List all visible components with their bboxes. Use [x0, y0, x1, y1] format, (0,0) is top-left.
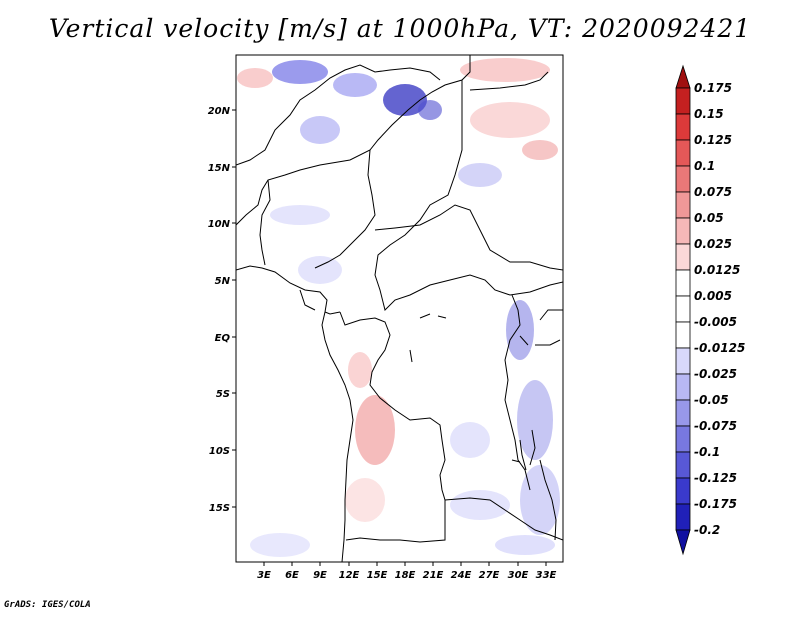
lat-label: 10N [208, 219, 231, 230]
colorbar-label: 0.175 [694, 81, 732, 95]
longitude-ticks [263, 562, 547, 566]
colorbar-label: -0.025 [694, 367, 737, 381]
lon-label: 21E [423, 570, 444, 581]
political-borders [236, 55, 563, 562]
colorbar-label: -0.005 [694, 315, 737, 329]
colorbar-label: -0.05 [694, 393, 729, 407]
colorbar-segment [675, 217, 691, 245]
colorbar-segment [675, 399, 691, 427]
colorbar-segment [675, 321, 691, 349]
colorbar-label: 0.025 [694, 237, 732, 251]
lon-label: 9E [313, 570, 327, 581]
colorbar-label: -0.0125 [694, 341, 745, 355]
colorbar-label: 0.075 [694, 185, 732, 199]
chart-title: Vertical velocity [m/s] at 1000hPa, VT: … [48, 14, 752, 43]
lon-label: 18E [395, 570, 416, 581]
colorbar-segment [675, 295, 691, 323]
latitude-labels: 20N 15N 10N 5N EQ 5S 10S 15S [208, 106, 231, 514]
colorbar-label: 0.125 [694, 133, 732, 147]
lat-label: 20N [208, 106, 231, 117]
colorbar-label: -0.175 [694, 497, 737, 511]
credit-text: GrADS: IGES/COLA [4, 600, 91, 610]
colorbar-label: -0.2 [694, 523, 720, 537]
lon-label: 12E [339, 570, 360, 581]
colorbar-label: -0.1 [694, 445, 720, 459]
colorbar-segment [675, 477, 691, 505]
colorbar-segment [675, 165, 691, 193]
colorbar-segment [675, 451, 691, 479]
colorbar-segment [675, 373, 691, 401]
lon-label: 15E [367, 570, 388, 581]
colorbar-segment [675, 269, 691, 297]
lon-label: 33E [536, 570, 557, 581]
lon-label: 27E [479, 570, 500, 581]
colorbar: 0.175 0.15 0.125 0.1 0.075 0.05 0.025 0.0125 0.0… [675, 64, 745, 556]
colorbar-segment [675, 87, 691, 115]
colorbar-segment [675, 425, 691, 453]
velocity-field [236, 55, 563, 562]
colorbar-segment [675, 139, 691, 167]
latitude-ticks [232, 109, 236, 508]
colorbar-label: 0.05 [694, 211, 724, 225]
colorbar-top-arrow [675, 64, 691, 89]
lat-label: 5S [216, 389, 230, 400]
lat-label: 15N [208, 163, 231, 174]
colorbar-label: -0.125 [694, 471, 737, 485]
lon-label: 24E [451, 570, 472, 581]
lat-label: 15S [209, 503, 230, 514]
colorbar-label: 0.0125 [694, 263, 740, 277]
colorbar-label: 0.005 [694, 289, 732, 303]
colorbar-segment [675, 347, 691, 375]
longitude-labels: 3E 6E 9E 12E 15E 18E 21E 24E 27E 30E 33E [257, 570, 556, 581]
lon-label: 30E [508, 570, 529, 581]
colorbar-segment [675, 243, 691, 271]
colorbar-segment [675, 191, 691, 219]
lat-label: EQ [215, 333, 231, 344]
colorbar-label: 0.1 [694, 159, 715, 173]
colorbar-label: 0.15 [694, 107, 724, 121]
colorbar-label: -0.075 [694, 419, 737, 433]
colorbar-segment [675, 503, 691, 531]
lat-label: 10S [209, 446, 230, 457]
lon-label: 6E [285, 570, 299, 581]
lon-label: 3E [257, 570, 271, 581]
colorbar-bottom-arrow [675, 529, 691, 556]
map-frame [235, 54, 564, 563]
lat-label: 5N [215, 276, 231, 287]
colorbar-segment [675, 113, 691, 141]
